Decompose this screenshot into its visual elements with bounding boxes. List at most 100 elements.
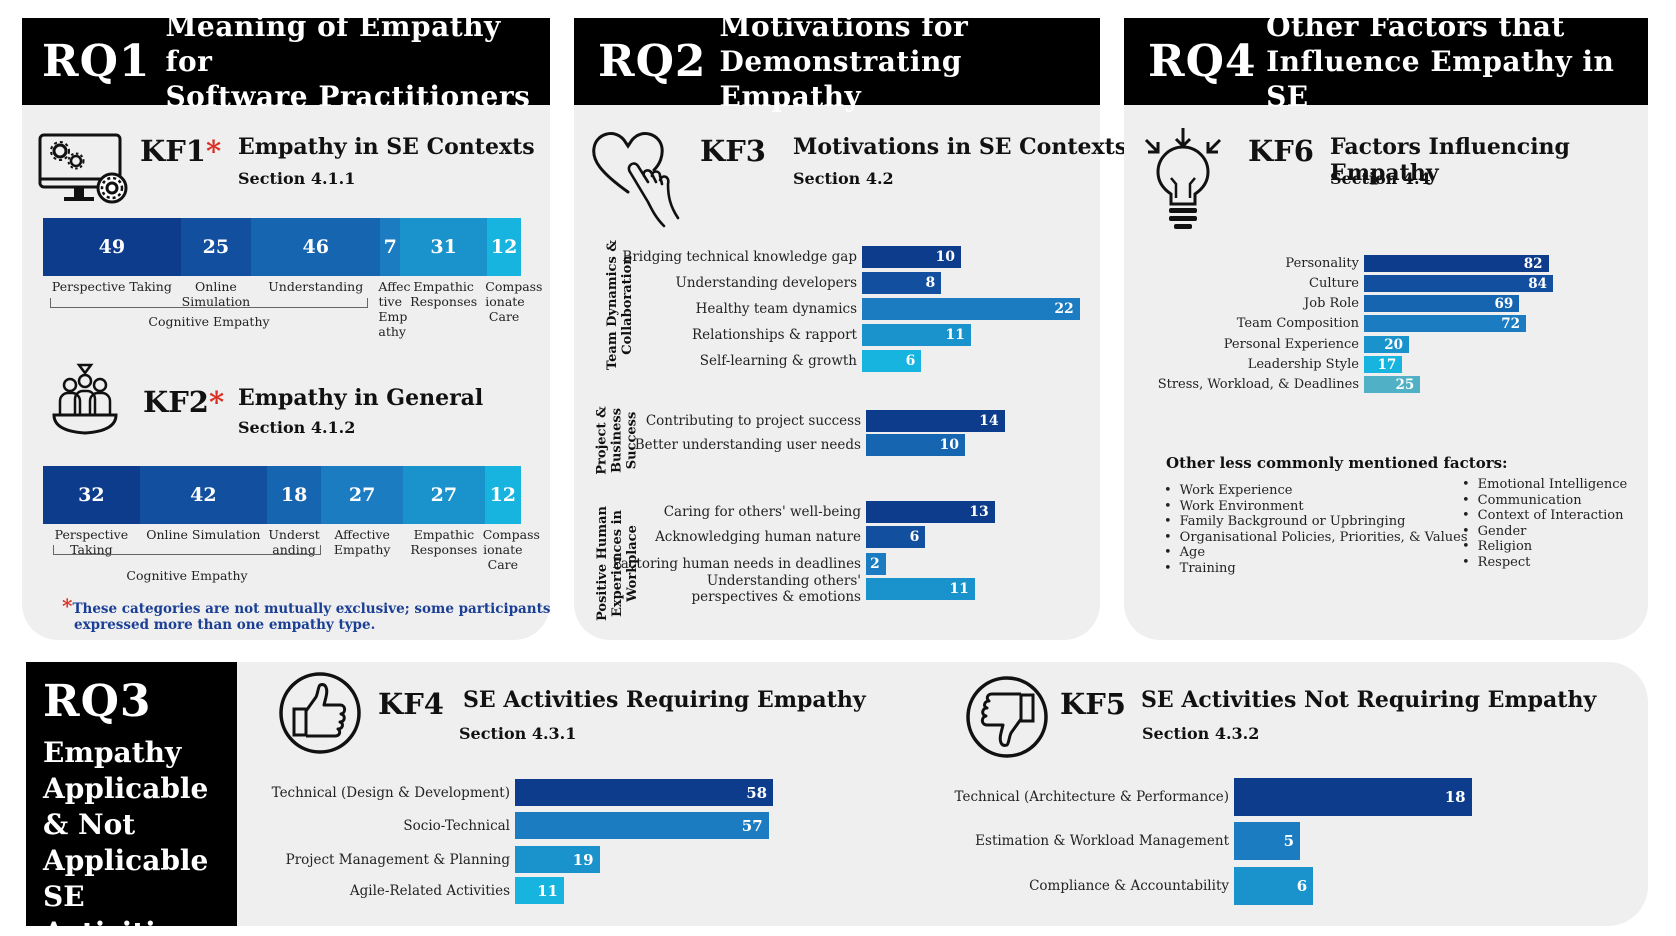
kf3-group-label-line: Collaboration: [620, 255, 636, 355]
kf3-section: Section 4.2: [793, 169, 894, 188]
kf2-stacked-bar: 32 42 18 27 27 12: [43, 466, 521, 524]
rq1-panel: [22, 18, 550, 640]
rq4-title-line1: Other Factors that: [1266, 10, 1565, 43]
rq2-panel: [574, 18, 1100, 640]
kf5-bar-label: Estimation & Workload Management: [975, 833, 1229, 849]
kf6-bar-label: Culture: [1309, 275, 1359, 291]
kf3-bar: 13: [866, 501, 995, 523]
kf2-segment: 18: [266, 466, 322, 524]
kf4-bar: 11: [515, 877, 564, 904]
kf1-segment: 7: [380, 218, 401, 276]
kf4-bar-label: Technical (Design & Development): [271, 784, 510, 801]
rq3-title-line: Empathy: [43, 736, 182, 769]
note-line1: *These categories are not mutually exclu…: [62, 594, 551, 618]
kf3-group-label: Project & Business Success: [595, 406, 640, 474]
kf3-bar-label: Understanding developers: [675, 275, 857, 291]
kf3-bar: 8: [862, 272, 942, 294]
kf3-bar: 14: [866, 410, 1005, 432]
kf2-cognitive-label: Cognitive Empathy: [126, 568, 248, 583]
kf5-section: Section 4.3.2: [1142, 724, 1260, 743]
rq4-title-line2: Influence Empathy in SE: [1266, 45, 1615, 113]
rq1-title-line2: Software Practitioners: [165, 80, 531, 113]
kf6-bar-label: Leadership Style: [1247, 356, 1359, 372]
kf1-segment-label: Compass ionate Care: [485, 279, 543, 324]
kf3-bar-label: Understanding others' perspectives & emot…: [691, 573, 861, 605]
kf3-bar-label: Healthy team dynamics: [695, 301, 857, 317]
kf1-segment: 12: [487, 218, 521, 276]
kf1-cognitive-bracket: [50, 298, 368, 308]
kf6-title: Factors Influencing Empathy: [1330, 134, 1570, 186]
kf4-bar-label: Agile-Related Activities: [349, 882, 510, 899]
kf1-segment: 31: [400, 218, 488, 276]
kf6-bar-label: Team Composition: [1236, 315, 1359, 331]
kf1-segment: 25: [180, 218, 252, 276]
kf6-bar: 82: [1364, 255, 1549, 272]
rq1-title: Meaning of Empathy for Software Practiti…: [165, 9, 550, 114]
other-factor-item: Context of Interaction: [1462, 508, 1627, 524]
other-factors-heading: Other less commonly mentioned factors:: [1166, 454, 1508, 472]
rq2-title: Motivations for Demonstrating Empathy: [720, 9, 1100, 114]
kf2-segment: 42: [139, 466, 267, 524]
kf3-group-label-line: Team Dynamics &: [605, 239, 621, 371]
rq4-title: Other Factors that Influence Empathy in …: [1266, 9, 1648, 114]
kf1-cognitive-label: Cognitive Empathy: [148, 314, 270, 329]
kf1-segment-label: Understanding: [268, 279, 364, 294]
rq3-title-line: SE Activities: [43, 880, 190, 936]
kf6-bar: 20: [1364, 336, 1409, 353]
kf5-title: SE Activities Not Requiring Empathy: [1141, 687, 1597, 713]
kf3-group-label-line: Experiences in: [609, 509, 625, 617]
kf3-bar-label: Bridging technical knowledge gap: [622, 249, 857, 265]
kf3-bar: 6: [862, 350, 922, 372]
kf2-segment: 27: [321, 466, 403, 524]
kf3-bar: 22: [862, 298, 1080, 320]
kf3-bar: 11: [862, 324, 971, 346]
non-exclusive-note: *These categories are not mutually exclu…: [62, 594, 551, 633]
kf3-group-label: Positive Human Experiences in Workplace: [595, 505, 640, 620]
kf1-segment: 49: [43, 218, 181, 276]
kf2-segment-label: Underst anding: [268, 527, 320, 557]
kf6-bar: 84: [1364, 275, 1553, 292]
kf3-bar: 6: [866, 526, 926, 548]
kf1-segment-label: Perspective Taking: [51, 279, 172, 294]
other-factor-item: Emotional Intelligence: [1462, 477, 1628, 493]
kf5-bar-label: Technical (Architecture & Performance): [954, 789, 1229, 805]
kf6-bar-label: Job Role: [1304, 295, 1359, 311]
kf2-segment-label: Perspective Taking: [54, 527, 129, 557]
kf5-bar: 6: [1234, 867, 1314, 905]
rq2-header: RQ2 Motivations for Demonstrating Empath…: [574, 10, 1100, 113]
kf4-title: SE Activities Requiring Empathy: [463, 687, 866, 713]
kf3-bar-label: Acknowledging human nature: [655, 529, 861, 545]
rq3-number: RQ3: [43, 676, 152, 727]
kf1-stacked-bar: 49 25 46 7 31 12: [43, 218, 521, 276]
kf3-bar: 10: [866, 434, 965, 456]
kf3-bar-label: Contributing to project success: [645, 413, 861, 429]
kf3-group-label-line: Business: [609, 407, 625, 473]
kf5-id: KF5: [1060, 687, 1126, 721]
heart-hand-icon: [592, 132, 680, 228]
kf3-bar: 11: [866, 578, 975, 600]
kf3-id: KF3: [700, 134, 766, 168]
kf6-bar: 25: [1364, 376, 1421, 393]
other-factor-item: Gender: [1462, 524, 1627, 540]
team-group-icon: [52, 363, 118, 435]
kf2-segment: 32: [43, 466, 140, 524]
other-factor-item: Organisational Policies, Priorities, & V…: [1164, 530, 1468, 546]
other-factor-item: Religion: [1462, 539, 1627, 555]
rq1-number: RQ1: [42, 36, 151, 87]
kf4-bar: 58: [515, 779, 774, 806]
kf5-bar-label: Compliance & Accountability: [1029, 878, 1229, 894]
rq4-header: RQ4 Other Factors that Influence Empathy…: [1124, 10, 1648, 113]
kf2-segment-label: Affective Empathy: [333, 527, 391, 557]
kf1-title: Empathy in SE Contexts: [238, 134, 535, 160]
rq3-title-line: & Not: [43, 808, 136, 841]
kf2-segment: 27: [402, 466, 485, 524]
other-factor-item: Age: [1164, 545, 1468, 561]
kf1-segment: 46: [251, 218, 381, 276]
kf2-section: Section 4.1.2: [238, 418, 356, 437]
other-factor-item: Respect: [1462, 555, 1627, 571]
other-factors-right-list: Emotional IntelligenceCommunicationConte…: [1462, 477, 1628, 571]
kf3-title: Motivations in SE Contexts: [793, 134, 1128, 160]
kf6-bar: 72: [1364, 315, 1526, 332]
other-factor-item: Family Background or Upbringing: [1164, 514, 1468, 530]
rq1-header: RQ1 Meaning of Empathy for Software Prac…: [22, 10, 550, 113]
